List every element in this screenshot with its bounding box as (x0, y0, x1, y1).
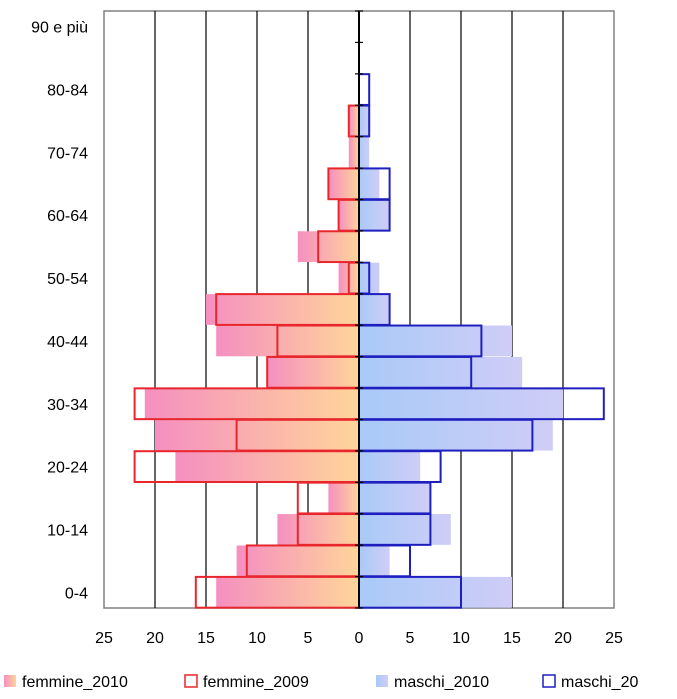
maschi_2010-bar (359, 482, 431, 514)
maschi_2010-bar (359, 294, 390, 325)
femmine_2010-bar (175, 451, 359, 483)
femmine_2010-bar (297, 231, 359, 263)
y-tick-label: 70-74 (47, 145, 88, 162)
x-tick-label: 10 (248, 630, 266, 647)
femmine_2010-bar (338, 199, 359, 231)
y-tick-label: 10-14 (47, 522, 88, 539)
maschi_20-legend-swatch (542, 674, 556, 688)
x-tick-label: 15 (503, 630, 521, 647)
legend-label: femmine_2009 (203, 674, 309, 691)
maschi_2010-bar (359, 451, 421, 483)
y-tick-label: 40-44 (47, 334, 88, 351)
maschi_2010-bar (359, 388, 563, 420)
femmine_2010-bar (328, 482, 359, 514)
femmine_2010-bar (216, 576, 359, 608)
legend-label: maschi_20 (561, 674, 638, 691)
legend-label: femmine_2010 (22, 674, 128, 691)
femmine_2010-bar (328, 168, 359, 200)
femmine_2009-legend-swatch (184, 674, 198, 688)
axes (355, 10, 363, 609)
maschi_2010-bar (359, 168, 380, 200)
x-tick-label: 25 (95, 630, 113, 647)
femmine_2010-bar (348, 105, 359, 137)
x-tick-label: 5 (406, 630, 415, 647)
x-tick-label: 15 (197, 630, 215, 647)
y-tick-label: 80-84 (47, 83, 88, 100)
x-tick-label: 20 (146, 630, 164, 647)
maschi_2010-bar (359, 545, 390, 577)
femmine_2010-bar (348, 136, 359, 168)
tick-labels: 0-4 10-14 20-24 30-34 40-44 50-54 60-64 70-74 80… (31, 20, 623, 647)
femmine_2010-legend-swatch (4, 675, 16, 687)
x-tick-label: 10 (452, 630, 470, 647)
y-tick-label: 20-24 (47, 460, 88, 477)
legend: femmine_2010 femmine_2009 maschi_2010 masch… (4, 674, 638, 691)
y-tick-label: 90 e più (31, 20, 88, 37)
femmine_2010-bar (267, 356, 359, 388)
x-tick-label: 5 (304, 630, 313, 647)
x-tick-label: 20 (554, 630, 572, 647)
legend-label: maschi_2010 (394, 674, 489, 691)
maschi_2010-bar (359, 105, 370, 137)
maschi_2010-bar (359, 325, 512, 357)
femmine_2010-bar (236, 545, 359, 577)
femmine_2010-bar (277, 514, 359, 545)
y-tick-label: 0-4 (65, 585, 88, 602)
maschi_2010-legend-swatch (376, 675, 388, 687)
y-tick-label: 60-64 (47, 208, 88, 225)
y-tick-label: 50-54 (47, 271, 88, 288)
gridlines (154, 11, 564, 608)
x-tick-label: 25 (605, 630, 623, 647)
femmine_2010-bar (206, 294, 359, 325)
bars (133, 73, 605, 609)
maschi_2010-bar (359, 419, 553, 451)
femmine_2010-bar (216, 325, 359, 357)
maschi_2010-bar (359, 576, 512, 608)
x-tick-label: 0 (355, 630, 364, 647)
maschi_2010-bar (359, 199, 390, 231)
femmine_2010-bar (144, 388, 359, 420)
maschi_2010-bar (359, 514, 451, 545)
maschi_2010-bar (359, 136, 370, 168)
femmine_2010-bar (155, 419, 359, 451)
maschi_2010-bar (359, 356, 523, 388)
y-tick-label: 30-34 (47, 397, 88, 414)
